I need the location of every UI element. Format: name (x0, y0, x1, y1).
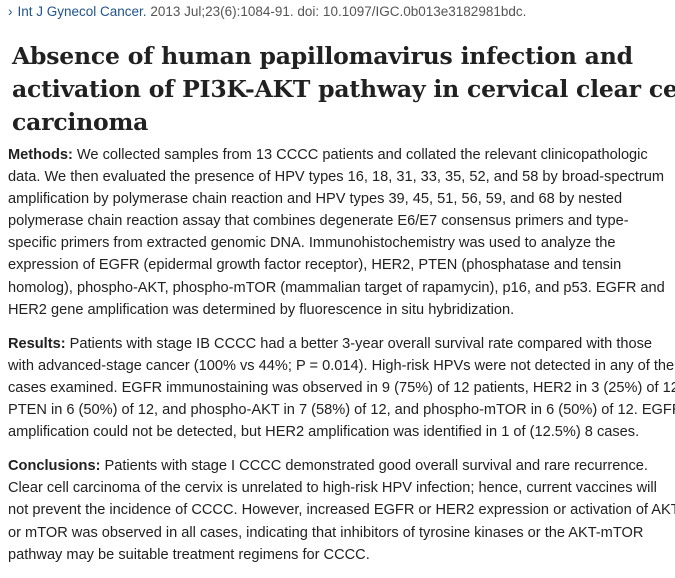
line-text: Patients with stage I CCCC demonstrated … (100, 458, 648, 475)
line-text: amplification by polymerase chain reacti… (8, 191, 623, 208)
line-text: or mTOR was observed in all cases, indic… (8, 524, 644, 541)
abstract-line: Conclusions: Patients with stage I CCCC … (8, 455, 675, 477)
abstract-line: expression of EGFR (epidermal growth fac… (8, 254, 675, 276)
abstract-line: specific primers from extracted genomic … (8, 232, 675, 254)
line-text: cases examined. EGFR immunostaining was … (8, 379, 675, 396)
line-text: Clear cell carcinoma of the cervix is un… (8, 480, 657, 497)
line-text: homolog), phospho-AKT, phospho-mTOR (mam… (8, 279, 665, 296)
chevron-right-icon: › (8, 4, 13, 19)
line-text: specific primers from extracted genomic … (8, 235, 616, 252)
line-text: not prevent the incidence of CCCC. Howev… (8, 502, 675, 519)
line-text: HER2 gene amplification was determined b… (8, 301, 515, 318)
abstract-line: or mTOR was observed in all cases, indic… (8, 522, 675, 544)
abstract-section-conclusions: Conclusions: Patients with stage I CCCC … (8, 455, 675, 565)
title-line: carcinoma (12, 108, 149, 136)
citation-details: 2013 Jul;23(6):1084-91. doi: 10.1097/IGC… (146, 4, 527, 19)
line-text: expression of EGFR (epidermal growth fac… (8, 257, 622, 274)
journal-link[interactable]: Int J Gynecol Cancer. (17, 4, 147, 19)
abstract-line: Results: Patients with stage IB CCCC had… (8, 333, 675, 355)
line-text: pathway may be suitable treatment regime… (8, 546, 370, 563)
abstract-line: Clear cell carcinoma of the cervix is un… (8, 477, 675, 499)
citation: › Int J Gynecol Cancer. 2013 Jul;23(6):10… (8, 4, 526, 19)
abstract-line: HER2 gene amplification was determined b… (8, 299, 675, 321)
line-text: with advanced-stage cancer (100% vs 44%;… (8, 357, 675, 374)
section-label: Conclusions: (8, 458, 101, 475)
line-text: Patients with stage IB CCCC had a better… (65, 335, 653, 352)
title-line: Absence of human papillomavirus infectio… (12, 42, 633, 70)
abstract: Methods: We collected samples from 13 CC… (8, 144, 675, 578)
abstract-line: PTEN in 6 (50%) of 12, and phospho-AKT i… (8, 399, 675, 421)
line-text: polymerase chain reaction assay that com… (8, 213, 629, 230)
abstract-line: homolog), phospho-AKT, phospho-mTOR (mam… (8, 277, 675, 299)
abstract-section-methods: Methods: We collected samples from 13 CC… (8, 144, 675, 321)
abstract-line: pathway may be suitable treatment regime… (8, 544, 675, 566)
line-text: We collected samples from 13 CCCC patien… (72, 147, 648, 163)
article-title: Absence of human papillomavirus infectio… (12, 40, 675, 139)
section-label: Methods: (8, 147, 73, 163)
section-label: Results: (8, 335, 66, 352)
abstract-line: amplification by polymerase chain reacti… (8, 188, 675, 210)
abstract-line: cases examined. EGFR immunostaining was … (8, 377, 675, 399)
line-text: data. We then evaluated the presence of … (8, 169, 665, 186)
line-text: PTEN in 6 (50%) of 12, and phospho-AKT i… (8, 402, 675, 419)
abstract-line: not prevent the incidence of CCCC. Howev… (8, 499, 675, 521)
abstract-section-results: Results: Patients with stage IB CCCC had… (8, 333, 675, 443)
line-text: amplification could not be detected, but… (8, 424, 640, 441)
abstract-line: data. We then evaluated the presence of … (8, 166, 675, 188)
abstract-line: amplification could not be detected, but… (8, 421, 675, 443)
abstract-line: Methods: We collected samples from 13 CC… (8, 144, 675, 166)
title-line: activation of PI3K-AKT pathway in cervic… (12, 75, 675, 103)
abstract-line: polymerase chain reaction assay that com… (8, 210, 675, 232)
abstract-line: with advanced-stage cancer (100% vs 44%;… (8, 355, 675, 377)
